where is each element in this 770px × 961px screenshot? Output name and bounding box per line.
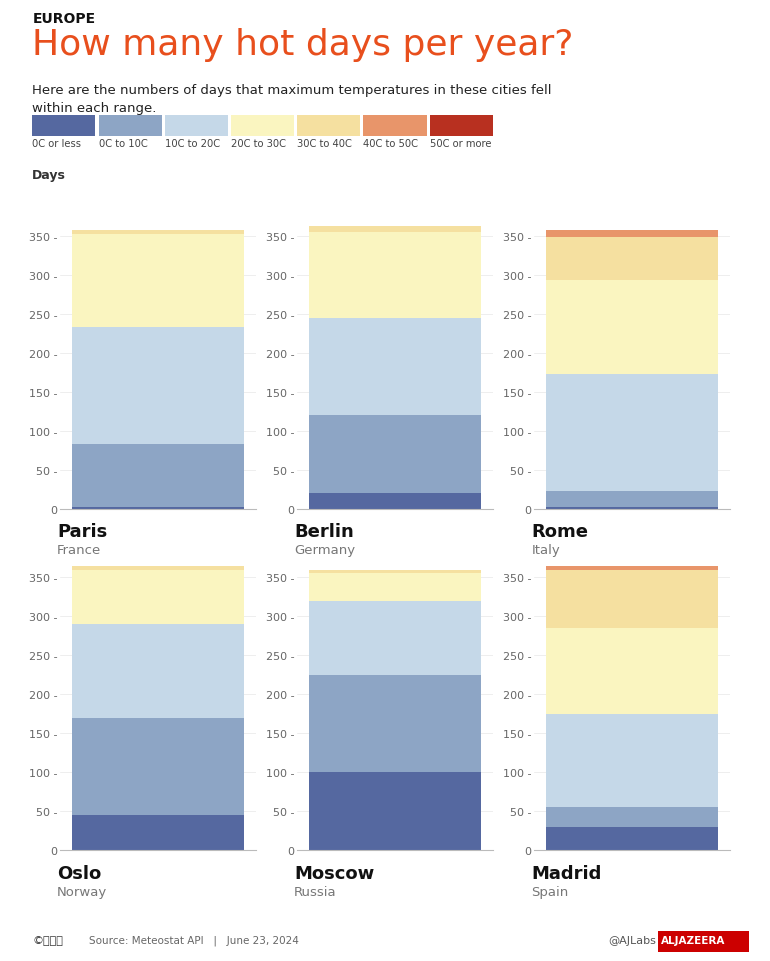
Bar bbox=[309, 318, 481, 416]
Bar bbox=[309, 676, 481, 773]
Bar bbox=[309, 574, 481, 602]
Bar bbox=[546, 827, 718, 850]
Bar bbox=[309, 416, 481, 494]
Bar bbox=[72, 625, 244, 718]
Bar bbox=[309, 494, 481, 509]
Text: Paris: Paris bbox=[57, 523, 107, 541]
Bar bbox=[309, 602, 481, 676]
Text: ALJAZEERA: ALJAZEERA bbox=[661, 935, 726, 945]
Bar bbox=[546, 238, 718, 281]
Text: Here are the numbers of days that maximum temperatures in these cities fell
with: Here are the numbers of days that maximu… bbox=[32, 84, 552, 114]
Text: Berlin: Berlin bbox=[294, 523, 354, 541]
Bar bbox=[72, 816, 244, 850]
Bar bbox=[72, 566, 244, 570]
Text: Rome: Rome bbox=[531, 523, 588, 541]
Text: 0C to 10C: 0C to 10C bbox=[99, 139, 147, 149]
Bar bbox=[546, 491, 718, 507]
Text: Madrid: Madrid bbox=[531, 864, 601, 882]
Bar bbox=[546, 714, 718, 807]
Text: Russia: Russia bbox=[294, 885, 336, 899]
Bar bbox=[72, 570, 244, 625]
Text: Germany: Germany bbox=[294, 544, 355, 557]
Text: Days: Days bbox=[32, 169, 66, 183]
Bar bbox=[309, 233, 481, 318]
Text: 0C or less: 0C or less bbox=[32, 139, 82, 149]
Bar bbox=[546, 807, 718, 827]
Bar bbox=[309, 570, 481, 574]
Text: France: France bbox=[57, 544, 101, 557]
Bar bbox=[546, 570, 718, 628]
Text: Italy: Italy bbox=[531, 544, 560, 557]
Text: Moscow: Moscow bbox=[294, 864, 374, 882]
Bar bbox=[546, 231, 718, 238]
Text: EUROPE: EUROPE bbox=[32, 12, 95, 26]
Text: 20C to 30C: 20C to 30C bbox=[231, 139, 286, 149]
Bar bbox=[309, 227, 481, 233]
Text: ©ⓃⓈⒶ: ©ⓃⓈⒶ bbox=[32, 935, 63, 945]
Bar bbox=[546, 281, 718, 375]
Bar bbox=[72, 234, 244, 328]
Text: Oslo: Oslo bbox=[57, 864, 101, 882]
Text: Source: Meteostat API   |   June 23, 2024: Source: Meteostat API | June 23, 2024 bbox=[89, 935, 299, 945]
Bar bbox=[546, 566, 718, 570]
Text: Spain: Spain bbox=[531, 885, 568, 899]
Bar bbox=[72, 507, 244, 509]
Bar bbox=[72, 328, 244, 445]
Text: How many hot days per year?: How many hot days per year? bbox=[32, 28, 574, 62]
Bar bbox=[309, 773, 481, 850]
Bar bbox=[546, 628, 718, 714]
Text: Norway: Norway bbox=[57, 885, 107, 899]
Bar bbox=[72, 718, 244, 816]
Text: 50C or more: 50C or more bbox=[430, 139, 491, 149]
Bar bbox=[72, 231, 244, 234]
Text: 10C to 20C: 10C to 20C bbox=[165, 139, 220, 149]
Text: @AJLabs: @AJLabs bbox=[608, 935, 656, 945]
Text: 30C to 40C: 30C to 40C bbox=[297, 139, 352, 149]
Bar bbox=[72, 445, 244, 507]
Bar bbox=[546, 507, 718, 509]
Bar bbox=[546, 375, 718, 491]
Text: 40C to 50C: 40C to 50C bbox=[363, 139, 418, 149]
